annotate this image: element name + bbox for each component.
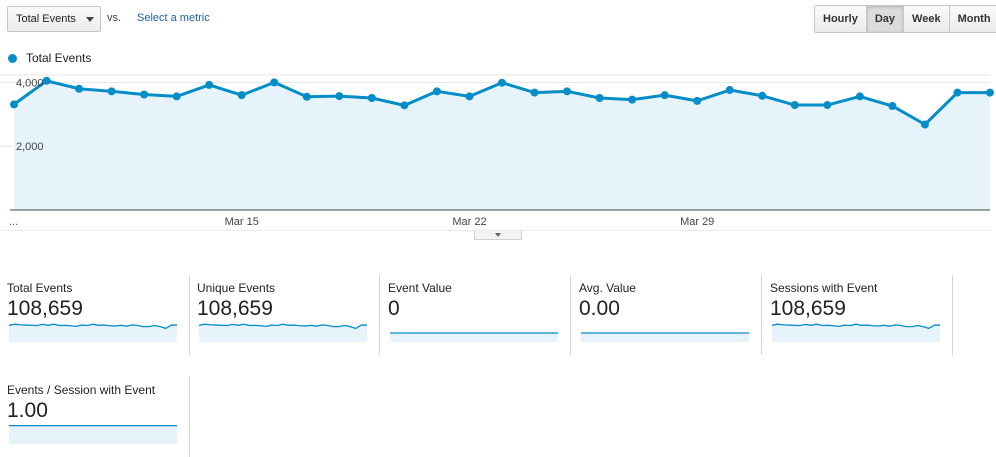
hourly-button[interactable]: Hourly [815,6,867,32]
data-point [986,88,994,97]
data-point [367,94,376,103]
day-button[interactable]: Day [866,6,905,32]
card-unique-events[interactable]: Unique Events 108,659 [190,275,380,355]
data-point [693,96,702,105]
sparkline [9,323,177,342]
sparkline-area [199,324,367,342]
card-label: Avg. Value [579,281,636,295]
card-value: 0 [388,297,400,320]
sparkline-line [199,323,367,330]
y-tick-label: 4,000 [16,77,44,89]
line-chart: 4,000 2,000 Mar 15 Mar 22 Mar 29... [0,74,994,231]
card-event-value[interactable]: Event Value 0 [381,275,571,355]
sparkline [199,323,367,342]
data-point [270,78,279,87]
data-point [628,95,637,104]
card-label: Total Events [7,281,73,295]
data-point [498,78,506,87]
card-label: Sessions with Event [770,281,878,295]
card-value: 1.00 [7,399,48,422]
sparkline-line [772,323,940,330]
data-point [10,100,18,109]
sparkline [390,332,558,342]
collapse-chart-handle[interactable] [474,231,522,240]
sparkline-area [9,425,177,444]
card-total-events[interactable]: Total Events 108,659 [0,275,190,355]
week-button[interactable]: Week [904,6,950,32]
legend-dot-icon [8,53,17,63]
sparkline [9,425,177,444]
card-divider [379,275,380,355]
data-point [725,86,734,95]
card-label: Unique Events [197,281,276,295]
card-divider [189,377,190,457]
data-point [758,91,767,100]
card-sessions-with-event[interactable]: Sessions with Event 108,659 [763,275,953,355]
sparkline [772,323,940,342]
data-point [237,91,246,100]
chevron-down-icon [495,233,501,237]
metric-select[interactable]: Total Events [7,6,101,32]
data-point [953,88,962,97]
chart-legend: Total Events [8,51,91,65]
data-point [465,92,474,101]
legend-label: Total Events [26,51,92,65]
data-point [140,90,149,99]
data-point [335,92,344,101]
card-divider [952,275,953,355]
data-point [563,87,572,96]
data-point [790,101,799,110]
sparkline-area [9,324,177,342]
data-point [823,101,832,110]
data-point [432,87,441,96]
month-button[interactable]: Month [949,6,996,32]
select-metric-link[interactable]: Select a metric [137,12,210,24]
metric-select-label: Total Events [16,13,76,25]
vs-label: vs. [107,12,122,24]
data-point [205,80,214,89]
card-avg-value[interactable]: Avg. Value 0.00 [572,275,762,355]
data-point [660,91,669,100]
data-point [107,87,116,96]
x-tick-label: Mar 29 [680,216,714,228]
sparkline-area [772,324,940,342]
x-tick-label: Mar 22 [452,216,486,228]
data-point [530,88,539,97]
card-value: 0.00 [579,297,620,320]
card-events-per-session[interactable]: Events / Session with Event 1.00 [0,377,190,457]
card-value: 108,659 [197,297,273,320]
data-point [42,76,51,85]
data-point [888,101,897,110]
sparkline-line [9,323,177,330]
chevron-down-icon [86,17,94,22]
card-value: 108,659 [770,297,846,320]
data-point [302,92,311,101]
data-point [400,101,409,110]
x-tick-label: Mar 15 [225,216,259,228]
sparkline [581,332,749,342]
data-point [595,94,604,103]
card-divider [189,275,190,355]
card-label: Event Value [388,281,452,295]
granularity-toggle: Hourly Day Week Month [814,5,996,33]
card-divider [570,275,571,355]
data-point [75,84,84,93]
sparkline-area [581,333,749,342]
data-point [172,92,181,101]
y-tick-label: 2,000 [16,141,44,153]
sparkline-area [390,333,558,342]
card-value: 108,659 [7,297,83,320]
x-leading-label: ... [9,216,18,228]
card-label: Events / Session with Event [7,383,156,397]
data-point [920,120,929,129]
data-point [855,92,864,101]
area-fill [14,80,990,211]
card-divider [761,275,762,355]
